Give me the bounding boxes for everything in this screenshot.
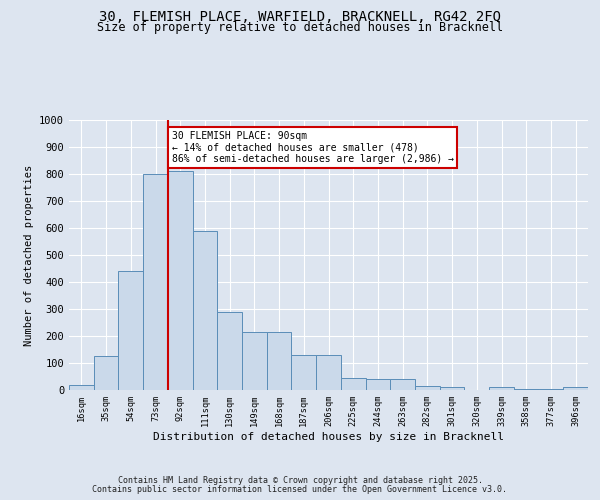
Bar	[390, 379, 415, 390]
Bar	[341, 378, 365, 390]
Bar	[563, 388, 588, 390]
Bar	[365, 379, 390, 390]
Bar	[267, 332, 292, 390]
Y-axis label: Number of detached properties: Number of detached properties	[23, 164, 34, 346]
Bar	[415, 386, 440, 390]
Bar	[143, 174, 168, 390]
Bar	[69, 384, 94, 390]
Text: 30, FLEMISH PLACE, WARFIELD, BRACKNELL, RG42 2FQ: 30, FLEMISH PLACE, WARFIELD, BRACKNELL, …	[99, 10, 501, 24]
Bar	[217, 312, 242, 390]
Text: Contains HM Land Registry data © Crown copyright and database right 2025.: Contains HM Land Registry data © Crown c…	[118, 476, 482, 485]
Text: Contains public sector information licensed under the Open Government Licence v3: Contains public sector information licen…	[92, 485, 508, 494]
Bar	[242, 332, 267, 390]
Bar	[489, 388, 514, 390]
Bar	[316, 355, 341, 390]
Text: Size of property relative to detached houses in Bracknell: Size of property relative to detached ho…	[97, 21, 503, 34]
Bar	[94, 356, 118, 390]
Bar	[440, 388, 464, 390]
Bar	[168, 172, 193, 390]
Bar	[514, 388, 539, 390]
Bar	[193, 230, 217, 390]
Text: 30 FLEMISH PLACE: 90sqm
← 14% of detached houses are smaller (478)
86% of semi-d: 30 FLEMISH PLACE: 90sqm ← 14% of detache…	[172, 131, 454, 164]
X-axis label: Distribution of detached houses by size in Bracknell: Distribution of detached houses by size …	[153, 432, 504, 442]
Bar	[292, 355, 316, 390]
Bar	[118, 271, 143, 390]
Bar	[539, 388, 563, 390]
